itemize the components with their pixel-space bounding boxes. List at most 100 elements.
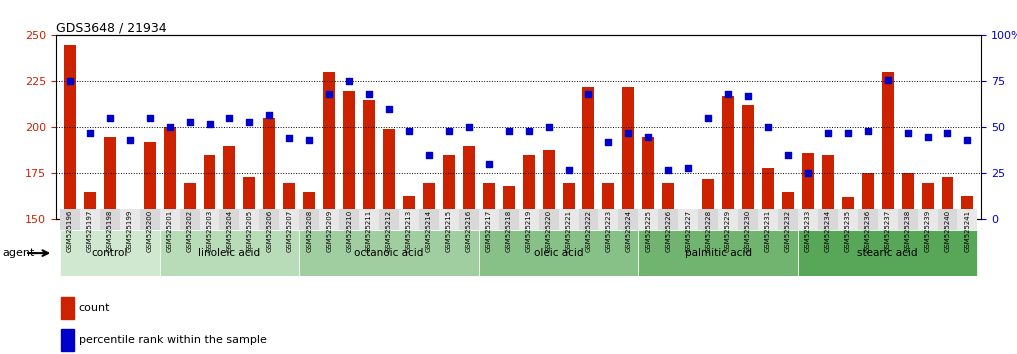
Bar bbox=[583, 87, 595, 219]
FancyBboxPatch shape bbox=[498, 209, 519, 230]
Bar bbox=[184, 183, 195, 219]
Text: GSM525236: GSM525236 bbox=[864, 210, 871, 252]
Text: control: control bbox=[92, 248, 128, 258]
FancyBboxPatch shape bbox=[798, 209, 818, 230]
Bar bbox=[383, 129, 395, 219]
Text: GSM525205: GSM525205 bbox=[246, 210, 252, 252]
FancyBboxPatch shape bbox=[598, 209, 618, 230]
Bar bbox=[83, 192, 96, 219]
Point bbox=[440, 128, 457, 134]
Point bbox=[321, 91, 338, 97]
Point bbox=[241, 119, 257, 125]
FancyBboxPatch shape bbox=[399, 209, 419, 230]
Point bbox=[261, 112, 278, 118]
Bar bbox=[224, 146, 236, 219]
FancyBboxPatch shape bbox=[419, 209, 439, 230]
FancyBboxPatch shape bbox=[519, 209, 539, 230]
FancyBboxPatch shape bbox=[359, 209, 379, 230]
Bar bbox=[363, 100, 375, 219]
FancyBboxPatch shape bbox=[139, 209, 160, 230]
Bar bbox=[284, 183, 295, 219]
Point bbox=[740, 93, 757, 99]
FancyBboxPatch shape bbox=[180, 209, 199, 230]
Text: GSM525207: GSM525207 bbox=[287, 210, 292, 252]
Bar bbox=[104, 137, 116, 219]
Text: GSM525237: GSM525237 bbox=[885, 210, 891, 252]
Text: GSM525206: GSM525206 bbox=[266, 210, 273, 252]
FancyBboxPatch shape bbox=[539, 209, 558, 230]
Bar bbox=[323, 72, 336, 219]
Text: GSM525221: GSM525221 bbox=[565, 210, 572, 252]
FancyBboxPatch shape bbox=[699, 209, 718, 230]
FancyBboxPatch shape bbox=[299, 209, 319, 230]
Text: GSM525234: GSM525234 bbox=[825, 210, 831, 252]
FancyBboxPatch shape bbox=[938, 209, 957, 230]
Text: GSM525228: GSM525228 bbox=[705, 210, 711, 252]
FancyBboxPatch shape bbox=[439, 209, 459, 230]
Point bbox=[122, 137, 138, 143]
FancyBboxPatch shape bbox=[479, 209, 498, 230]
Text: GSM525210: GSM525210 bbox=[346, 210, 352, 252]
Point bbox=[62, 79, 78, 84]
Point bbox=[381, 106, 398, 112]
Text: GSM525238: GSM525238 bbox=[904, 210, 910, 252]
Text: GSM525199: GSM525199 bbox=[127, 210, 133, 252]
Text: GSM525218: GSM525218 bbox=[505, 210, 512, 252]
Text: GSM525224: GSM525224 bbox=[625, 210, 632, 252]
Point bbox=[859, 128, 876, 134]
Point bbox=[680, 165, 697, 171]
Bar bbox=[662, 183, 674, 219]
Point bbox=[461, 125, 477, 130]
Point bbox=[581, 91, 597, 97]
Bar bbox=[643, 137, 654, 219]
FancyBboxPatch shape bbox=[299, 230, 479, 276]
Bar bbox=[801, 153, 814, 219]
Bar bbox=[622, 87, 635, 219]
Point bbox=[560, 167, 577, 173]
Text: GSM525209: GSM525209 bbox=[326, 210, 333, 252]
FancyBboxPatch shape bbox=[579, 209, 598, 230]
Bar bbox=[423, 183, 435, 219]
Point bbox=[102, 115, 118, 121]
Bar bbox=[842, 198, 853, 219]
FancyBboxPatch shape bbox=[778, 209, 798, 230]
Bar bbox=[403, 195, 415, 219]
FancyBboxPatch shape bbox=[678, 209, 699, 230]
FancyBboxPatch shape bbox=[639, 209, 658, 230]
Point bbox=[421, 152, 437, 158]
Point bbox=[81, 130, 98, 136]
FancyBboxPatch shape bbox=[798, 230, 977, 276]
FancyBboxPatch shape bbox=[917, 209, 938, 230]
Point bbox=[899, 130, 915, 136]
Point bbox=[840, 130, 856, 136]
FancyBboxPatch shape bbox=[100, 209, 120, 230]
FancyBboxPatch shape bbox=[160, 209, 180, 230]
Bar bbox=[562, 183, 575, 219]
Bar bbox=[463, 146, 475, 219]
Bar bbox=[722, 96, 734, 219]
FancyBboxPatch shape bbox=[80, 209, 100, 230]
FancyBboxPatch shape bbox=[120, 209, 139, 230]
Text: GSM525240: GSM525240 bbox=[945, 210, 951, 252]
Point bbox=[940, 130, 956, 136]
Bar bbox=[882, 72, 894, 219]
Point bbox=[162, 125, 178, 130]
FancyBboxPatch shape bbox=[758, 209, 778, 230]
Bar bbox=[902, 173, 913, 219]
Bar bbox=[64, 45, 76, 219]
Text: GSM525239: GSM525239 bbox=[924, 210, 931, 252]
Point bbox=[281, 136, 297, 141]
Point bbox=[361, 91, 377, 97]
Text: GSM525226: GSM525226 bbox=[665, 210, 671, 252]
Bar bbox=[543, 149, 554, 219]
Point bbox=[201, 121, 218, 127]
Text: GSM525222: GSM525222 bbox=[586, 210, 592, 252]
Point bbox=[600, 139, 616, 145]
Point bbox=[500, 128, 517, 134]
Point bbox=[341, 79, 357, 84]
Text: GSM525220: GSM525220 bbox=[545, 210, 551, 252]
Text: GSM525241: GSM525241 bbox=[964, 210, 970, 252]
FancyBboxPatch shape bbox=[898, 209, 917, 230]
Point bbox=[919, 134, 936, 139]
Point bbox=[660, 167, 676, 173]
